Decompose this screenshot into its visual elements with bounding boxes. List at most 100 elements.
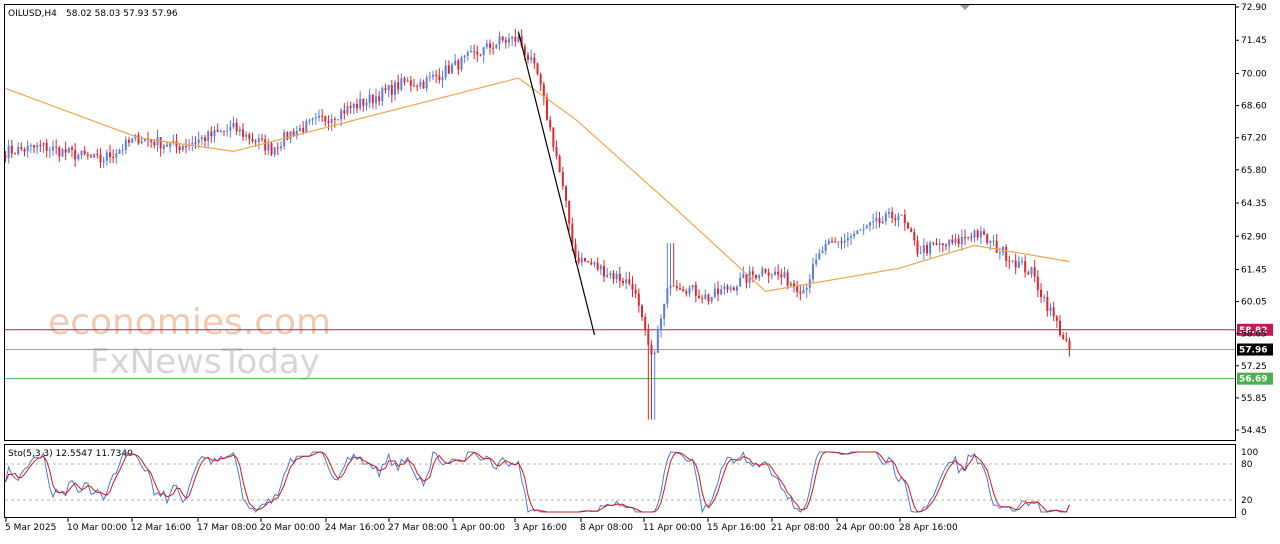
ohlc-label: 58.02 58.03 57.93 57.96: [66, 9, 178, 19]
candle-body: [311, 118, 314, 121]
candle-body: [555, 147, 558, 157]
candle-body: [346, 105, 349, 114]
candle-body: [796, 286, 799, 292]
candle-body: [891, 211, 894, 219]
candle-body: [549, 119, 552, 128]
candle-body: [983, 231, 985, 235]
candle-body: [276, 147, 279, 149]
candle-body: [191, 142, 194, 145]
candle-body: [1059, 320, 1061, 336]
price-tick-label: 70.00: [1241, 69, 1267, 79]
candle-body: [42, 142, 45, 146]
candle-body: [520, 36, 523, 47]
candle-body: [1046, 296, 1049, 311]
candle-body: [967, 236, 970, 239]
candle-body: [204, 137, 206, 142]
candle-body: [80, 150, 83, 156]
candle-body: [375, 96, 377, 103]
candle-body: [777, 271, 780, 275]
candle-body: [238, 129, 241, 132]
candle-body: [729, 287, 732, 290]
candle-body: [831, 241, 833, 243]
candle-body: [1017, 261, 1020, 268]
candle-body: [875, 217, 878, 222]
candle-body: [4, 155, 7, 158]
candle-body: [229, 127, 232, 131]
price-tick-label: 64.35: [1241, 199, 1267, 209]
candle-body: [669, 285, 672, 289]
stoch-label: Sto(5,3,3) 12.5547 11.7340: [8, 449, 133, 459]
candle-body: [903, 214, 906, 223]
candle-body: [660, 318, 662, 331]
stoch-main-line: [5, 451, 1070, 514]
candle-body: [444, 65, 447, 78]
candle-body: [362, 98, 365, 106]
stoch-signal-line: [5, 451, 1070, 513]
watermark-brand: economies.com: [48, 302, 331, 343]
candle-body: [872, 221, 875, 223]
candle-body: [618, 273, 621, 281]
candle-body: [897, 215, 900, 221]
candle-body: [941, 243, 944, 245]
candle-body: [732, 287, 735, 291]
price-tick-label: 57.25: [1241, 362, 1267, 372]
candle-body: [232, 122, 235, 128]
candle-body: [451, 64, 453, 74]
stoch-tick-label: 100: [1241, 448, 1258, 458]
candle-body: [694, 284, 697, 296]
current-price-label: 57.96: [1239, 346, 1267, 356]
candle-body: [916, 240, 919, 254]
downtrend-line: [517, 32, 596, 335]
candle-body: [473, 51, 476, 53]
candle-body: [447, 65, 450, 74]
stochastic: 100 80 20 0: [5, 448, 1258, 518]
candle-body: [726, 286, 729, 290]
candle-body: [337, 119, 339, 121]
candle-body: [701, 298, 704, 300]
candle-body: [650, 345, 653, 355]
candle-body: [432, 74, 434, 77]
candle-body: [558, 156, 561, 173]
candle-body: [1021, 261, 1023, 263]
candle-body: [102, 160, 105, 163]
candle-body: [7, 145, 10, 158]
candle-body: [574, 244, 577, 258]
candle-body: [128, 139, 130, 143]
time-tick-label: 8 Apr 08:00: [580, 523, 633, 533]
candle-body: [10, 145, 13, 154]
candle-body: [457, 60, 460, 70]
candle-body: [476, 51, 479, 55]
candle-body: [948, 239, 951, 246]
candle-body: [162, 145, 165, 149]
candle-body: [590, 262, 593, 265]
candle-body: [48, 149, 51, 151]
candle-body: [1043, 296, 1046, 298]
candle-body: [219, 130, 222, 132]
candle-body: [86, 154, 89, 156]
candle-body: [1052, 307, 1055, 317]
candle-body: [894, 218, 897, 221]
candle-body: [698, 295, 700, 299]
candle-body: [938, 243, 941, 245]
candle-body: [821, 250, 824, 254]
candle-body: [656, 330, 659, 353]
candle-body: [178, 146, 181, 151]
candle-body: [118, 150, 121, 154]
candle-body: [945, 244, 947, 246]
horizontal-levels: 58.82 57.96 56.69: [5, 323, 1273, 385]
candle-body: [672, 285, 675, 287]
candle-body: [330, 118, 333, 124]
time-tick-label: 17 Mar 08:00: [197, 523, 257, 533]
candle-body: [185, 146, 187, 148]
candle-body: [365, 102, 368, 106]
candle-body: [343, 110, 346, 114]
candle-body: [907, 222, 909, 229]
candle-body: [1011, 260, 1014, 262]
candle-body: [571, 223, 574, 245]
candle-body: [384, 88, 387, 91]
candle-body: [20, 147, 23, 150]
candle-body: [400, 78, 403, 90]
candle-body: [90, 155, 92, 158]
candle-body: [979, 231, 982, 238]
candle-body: [359, 98, 362, 109]
